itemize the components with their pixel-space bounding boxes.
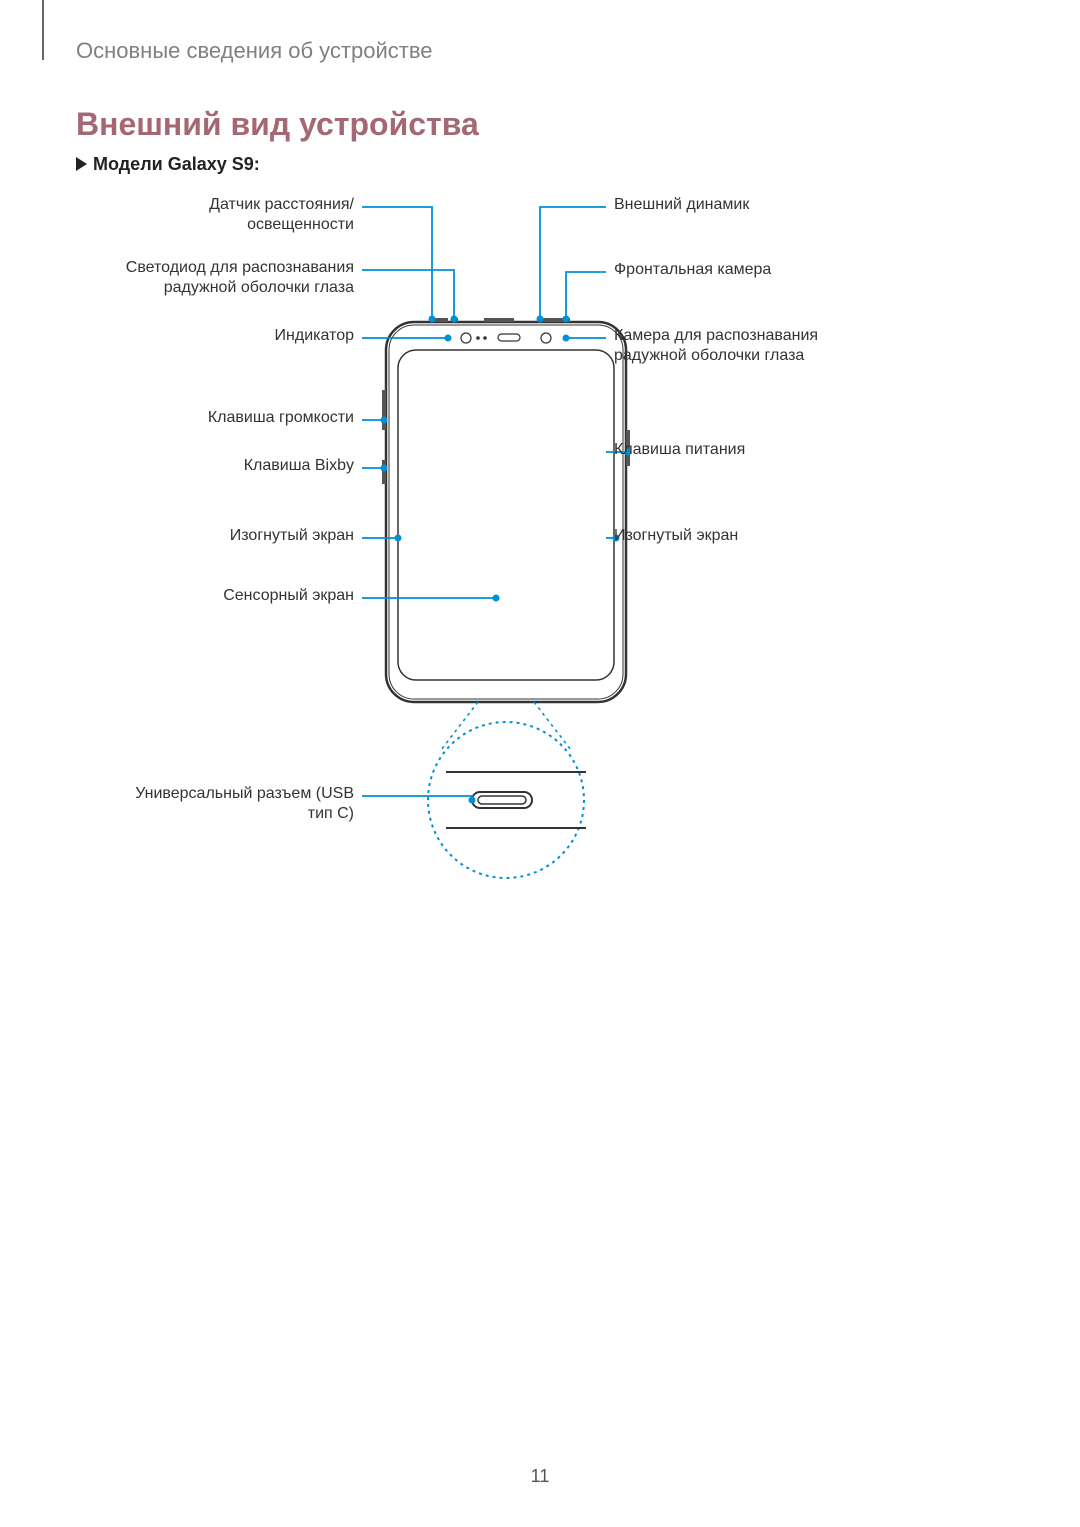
diagram-label: Изогнутый экран	[154, 526, 354, 546]
breadcrumb: Основные сведения об устройстве	[76, 38, 433, 64]
diagram-label: Клавиша громкости	[154, 408, 354, 428]
model-label: Модели Galaxy S9:	[93, 154, 260, 174]
diagram-label: Камера для распознавания радужной оболоч…	[614, 326, 844, 366]
diagram-label: Сенсорный экран	[154, 586, 354, 606]
model-line: Модели Galaxy S9:	[76, 154, 260, 175]
diagram-label: Светодиод для распознавания радужной обо…	[124, 258, 354, 298]
diagram-label: Фронтальная камера	[614, 260, 834, 280]
diagram-label: Датчик расстояния/освещенности	[134, 195, 354, 235]
diagram-label: Внешний динамик	[614, 195, 834, 215]
diagram-label: Клавиша питания	[614, 440, 814, 460]
diagram-label: Клавиша Bixby	[154, 456, 354, 476]
device-diagram: Датчик расстояния/освещенности Светодиод …	[76, 180, 976, 920]
page-left-rule	[42, 0, 44, 60]
section-title: Внешний вид устройства	[76, 106, 479, 143]
diagram-label: Универсальный разъем (USB тип C)	[134, 784, 354, 824]
diagram-label: Индикатор	[154, 326, 354, 346]
diagram-label: Изогнутый экран	[614, 526, 814, 546]
page-number: 11	[0, 1466, 1080, 1487]
triangle-bullet-icon	[76, 157, 87, 171]
